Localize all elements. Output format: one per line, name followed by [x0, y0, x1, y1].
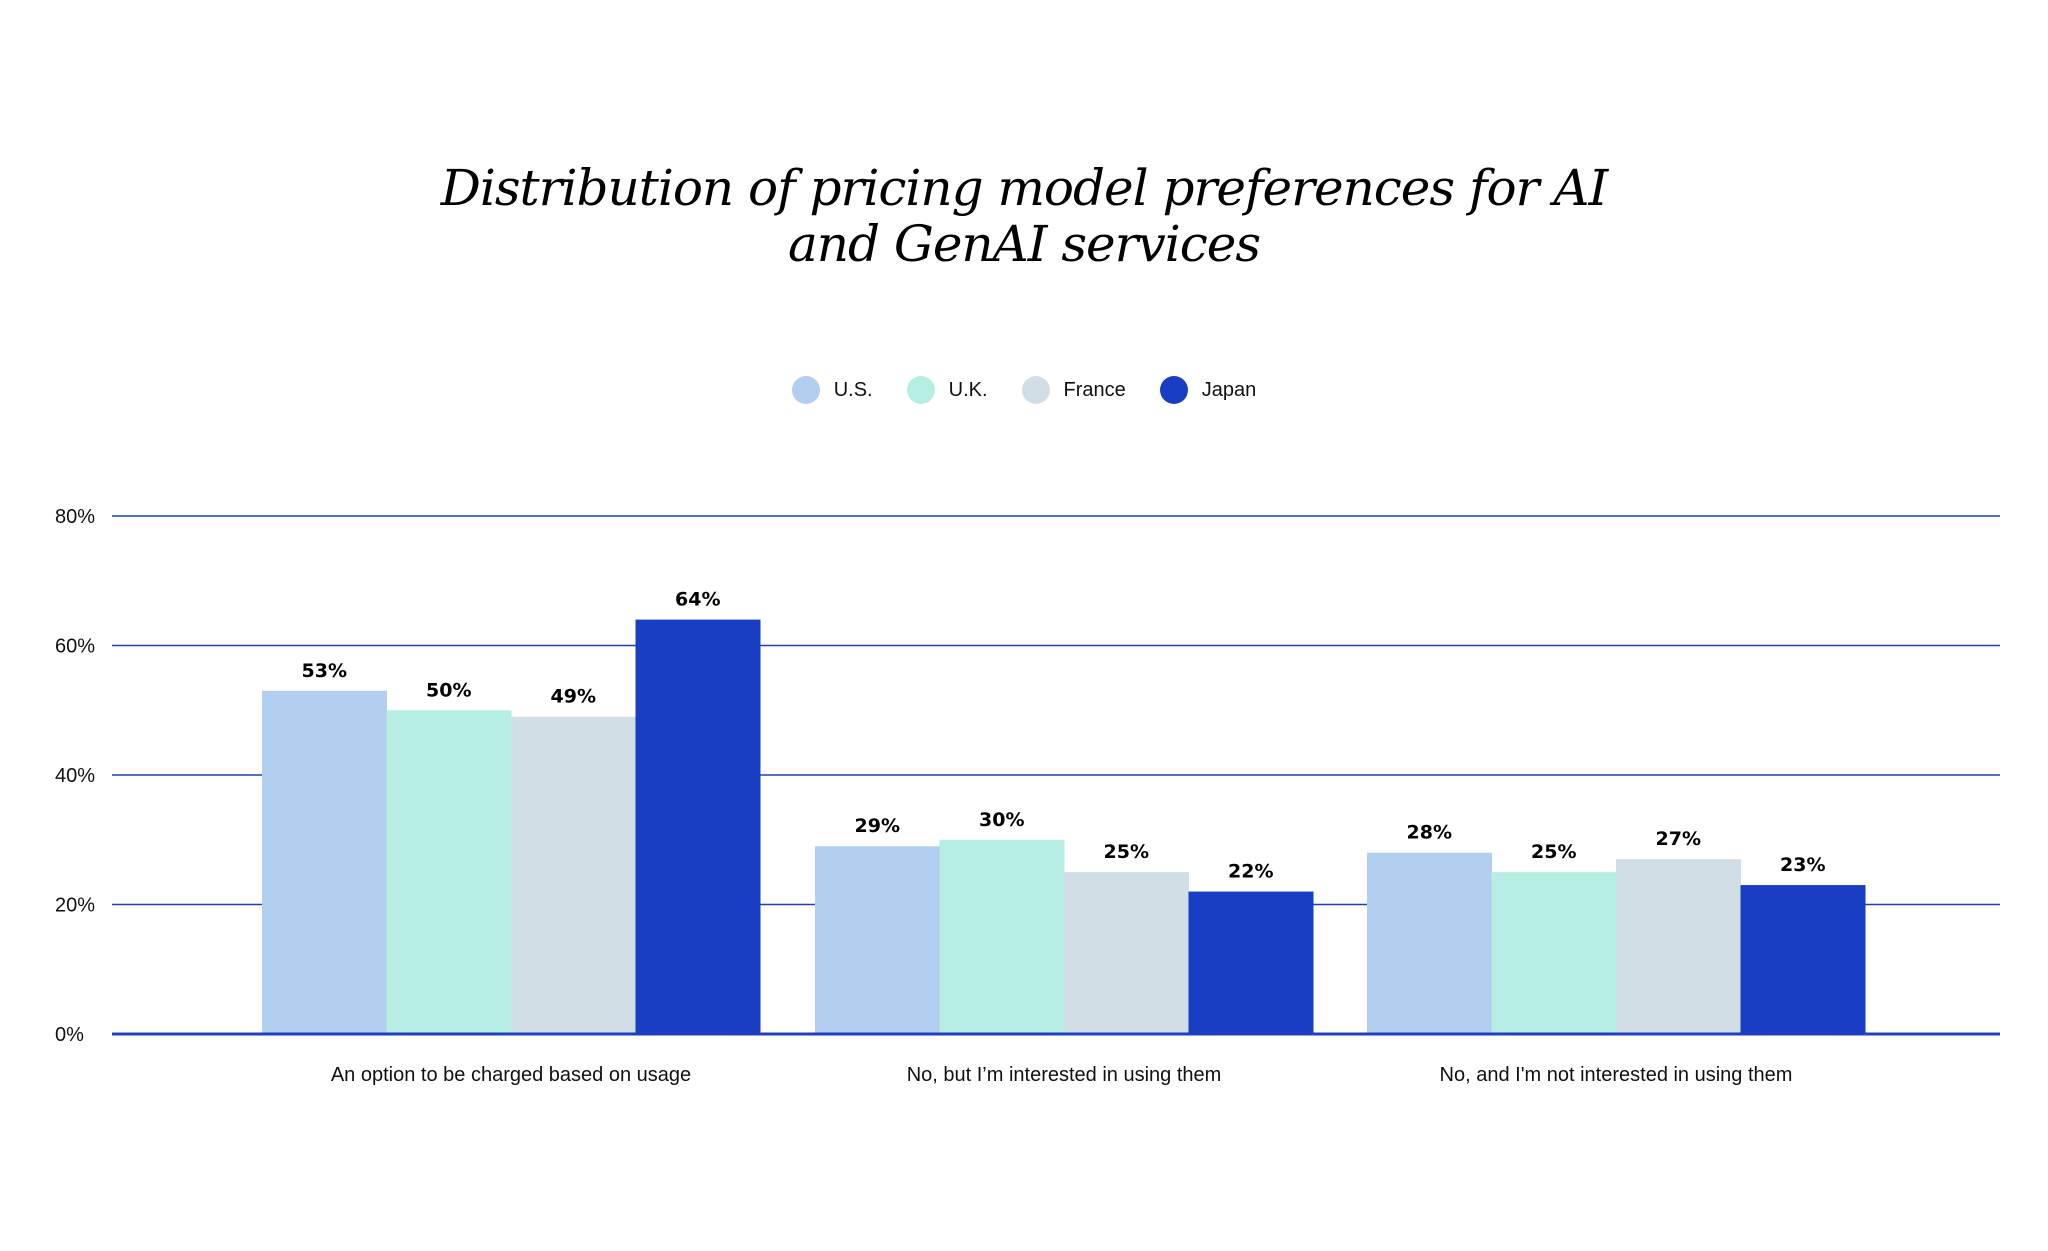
bar-us-0 — [262, 690, 387, 1034]
legend-swatch-us — [791, 376, 820, 404]
value-label-france-0: 49% — [551, 686, 596, 708]
chart-title: Distribution of pricing model preference… — [0, 160, 2048, 272]
x-category-label-0: An option to be charged based on usage — [331, 1064, 691, 1086]
y-tick-label-80: 80% — [55, 506, 95, 528]
value-label-us-0: 53% — [302, 660, 347, 682]
legend-item-france: France — [1021, 376, 1126, 404]
bar-france-1 — [1064, 872, 1189, 1034]
value-label-uk-0: 50% — [426, 679, 471, 701]
value-label-us-2: 28% — [1407, 822, 1452, 844]
bar-japan-1 — [1188, 891, 1314, 1034]
y-tick-label-60: 60% — [55, 636, 95, 658]
bar-us-1 — [815, 846, 940, 1034]
legend-swatch-france — [1021, 376, 1050, 404]
value-label-japan-0: 64% — [675, 589, 720, 611]
value-label-japan-2: 23% — [1780, 854, 1825, 876]
legend-item-us: U.S. — [791, 376, 873, 404]
legend-label-us: U.S. — [833, 378, 873, 401]
value-label-us-1: 29% — [855, 815, 900, 837]
y-tick-label-0: 0% — [55, 1024, 84, 1046]
legend-label-france: France — [1063, 378, 1126, 401]
value-label-uk-1: 30% — [979, 809, 1024, 831]
y-tick-label-40: 40% — [55, 765, 95, 787]
legend-label-japan: Japan — [1201, 378, 1257, 401]
value-label-uk-2: 25% — [1531, 841, 1576, 863]
x-category-label-2: No, and I'm not interested in using them — [1440, 1064, 1793, 1086]
bar-france-2 — [1616, 859, 1741, 1034]
bar-uk-2 — [1491, 872, 1617, 1034]
legend-swatch-japan — [1159, 376, 1188, 404]
bar-france-0 — [511, 716, 636, 1034]
legend-item-japan: Japan — [1159, 376, 1257, 404]
bar-japan-0 — [635, 619, 761, 1034]
chart-title-line-1: Distribution of pricing model preference… — [440, 159, 1608, 217]
value-label-france-1: 25% — [1104, 841, 1149, 863]
bar-uk-1 — [939, 839, 1065, 1034]
y-tick-label-20: 20% — [55, 895, 95, 917]
bar-uk-0 — [386, 710, 512, 1034]
legend-swatch-uk — [906, 376, 935, 404]
legend-label-uk: U.K. — [948, 378, 988, 401]
value-label-france-2: 27% — [1656, 828, 1701, 850]
value-label-japan-1: 22% — [1228, 861, 1273, 883]
bar-japan-2 — [1740, 885, 1866, 1034]
legend-item-uk: U.K. — [906, 376, 988, 404]
chart-legend: U.S. U.K. France Japan — [0, 376, 2048, 404]
bar-us-2 — [1367, 852, 1492, 1034]
x-category-label-1: No, but I’m interested in using them — [907, 1064, 1222, 1086]
chart-title-line-2: and GenAI services — [787, 215, 1261, 273]
